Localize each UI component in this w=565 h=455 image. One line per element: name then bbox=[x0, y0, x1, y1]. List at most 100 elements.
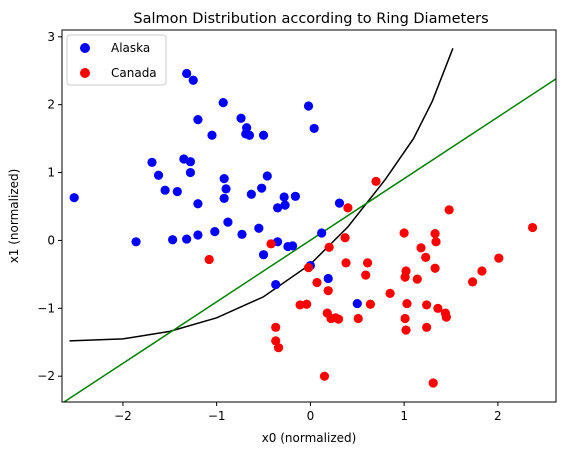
point-alaska-47 bbox=[271, 279, 281, 290]
point-canada-3 bbox=[527, 222, 538, 233]
legend: Alaska Canada bbox=[66, 34, 167, 86]
point-alaska-22 bbox=[221, 184, 231, 194]
point-canada-9 bbox=[340, 233, 350, 243]
point-alaska-15 bbox=[185, 157, 196, 167]
y-tick-label-0: −2 bbox=[37, 369, 55, 383]
y-tick-label-4: 2 bbox=[47, 98, 55, 112]
x-tick-label-3: 1 bbox=[400, 409, 408, 423]
point-canada-39 bbox=[400, 313, 410, 324]
point-canada-27 bbox=[402, 298, 412, 309]
legend-label-canada: Canada bbox=[111, 66, 157, 80]
x-tick-label-2: 0 bbox=[307, 409, 315, 423]
point-alaska-0 bbox=[69, 193, 79, 203]
point-alaska-23 bbox=[219, 193, 229, 203]
x-tick-label-0: −2 bbox=[114, 409, 132, 423]
point-canada-41 bbox=[271, 322, 281, 332]
point-canada-19 bbox=[400, 272, 410, 282]
y-axis-label: x1 (normalized) bbox=[7, 169, 21, 264]
point-canada-11 bbox=[421, 252, 431, 263]
point-canada-38 bbox=[353, 313, 363, 324]
point-canada-22 bbox=[323, 286, 333, 296]
point-canada-32 bbox=[266, 239, 276, 249]
point-alaska-26 bbox=[279, 192, 289, 202]
point-alaska-10 bbox=[244, 130, 255, 140]
legend-marker-canada bbox=[80, 68, 90, 78]
chart-title: Salmon Distribution according to Ring Di… bbox=[133, 11, 488, 27]
point-canada-0 bbox=[371, 176, 381, 186]
point-alaska-25 bbox=[257, 183, 267, 193]
point-canada-40 bbox=[441, 312, 451, 322]
point-canada-10 bbox=[494, 253, 504, 263]
point-canada-18 bbox=[477, 266, 487, 276]
point-alaska-11 bbox=[258, 130, 269, 140]
point-alaska-31 bbox=[223, 217, 233, 227]
point-canada-46 bbox=[319, 371, 330, 381]
point-canada-28 bbox=[422, 300, 432, 310]
point-alaska-18 bbox=[219, 174, 229, 184]
y-tick-label-5: 3 bbox=[47, 30, 55, 44]
point-canada-6 bbox=[431, 237, 441, 247]
point-alaska-43 bbox=[317, 228, 327, 238]
point-alaska-19 bbox=[262, 171, 272, 181]
point-alaska-33 bbox=[182, 234, 192, 244]
point-alaska-17 bbox=[185, 167, 196, 178]
point-alaska-2 bbox=[188, 75, 198, 85]
point-canada-15 bbox=[361, 270, 371, 280]
point-alaska-21 bbox=[172, 186, 182, 197]
point-alaska-13 bbox=[147, 157, 157, 167]
x-tick-label-4: 2 bbox=[494, 409, 502, 423]
boundary-line-3 bbox=[62, 78, 556, 402]
point-alaska-32 bbox=[168, 235, 178, 245]
point-alaska-44 bbox=[334, 198, 345, 208]
point-alaska-42 bbox=[131, 237, 141, 247]
point-alaska-36 bbox=[237, 229, 247, 239]
point-canada-25 bbox=[365, 299, 375, 309]
point-canada-42 bbox=[401, 325, 411, 335]
point-canada-20 bbox=[412, 274, 422, 284]
point-canada-5 bbox=[430, 229, 440, 239]
point-canada-45 bbox=[273, 343, 284, 353]
plot-area-frame bbox=[61, 29, 557, 403]
point-alaska-41 bbox=[258, 250, 269, 260]
point-alaska-34 bbox=[193, 230, 203, 240]
point-alaska-46 bbox=[323, 273, 333, 284]
point-alaska-28 bbox=[280, 200, 290, 210]
x-tick-label-1: −1 bbox=[208, 409, 226, 423]
point-canada-43 bbox=[422, 322, 432, 332]
y-tick-label-1: −1 bbox=[37, 301, 55, 315]
point-canada-31 bbox=[467, 277, 478, 287]
point-canada-12 bbox=[341, 258, 351, 268]
point-canada-7 bbox=[416, 243, 426, 253]
point-canada-17 bbox=[430, 263, 440, 273]
legend-label-alaska: Alaska bbox=[111, 41, 150, 55]
boundary-line-2 bbox=[69, 48, 454, 342]
point-alaska-1 bbox=[182, 68, 192, 79]
point-canada-21 bbox=[312, 277, 322, 288]
point-canada-26 bbox=[385, 288, 395, 298]
point-alaska-6 bbox=[236, 113, 246, 123]
legend-box bbox=[66, 34, 167, 86]
point-alaska-4 bbox=[303, 101, 314, 111]
point-alaska-27 bbox=[273, 203, 283, 213]
point-alaska-48 bbox=[352, 298, 362, 309]
point-canada-4 bbox=[399, 228, 409, 238]
x-axis-label: x0 (normalized) bbox=[262, 431, 357, 445]
point-alaska-24 bbox=[246, 189, 256, 199]
point-canada-33 bbox=[204, 254, 214, 265]
point-alaska-29 bbox=[290, 191, 301, 201]
point-alaska-40 bbox=[283, 241, 293, 252]
y-tick-label-2: 0 bbox=[47, 233, 55, 247]
point-canada-14 bbox=[362, 258, 373, 268]
point-alaska-16 bbox=[153, 170, 164, 180]
legend-marker-alaska bbox=[80, 43, 90, 53]
point-alaska-35 bbox=[210, 227, 220, 237]
point-alaska-5 bbox=[193, 115, 203, 125]
point-alaska-7 bbox=[207, 130, 217, 140]
point-alaska-37 bbox=[254, 223, 264, 233]
point-canada-47 bbox=[428, 378, 438, 388]
point-canada-24 bbox=[302, 299, 312, 309]
point-canada-13 bbox=[303, 262, 314, 273]
point-canada-29 bbox=[433, 303, 443, 313]
point-alaska-12 bbox=[309, 123, 319, 134]
